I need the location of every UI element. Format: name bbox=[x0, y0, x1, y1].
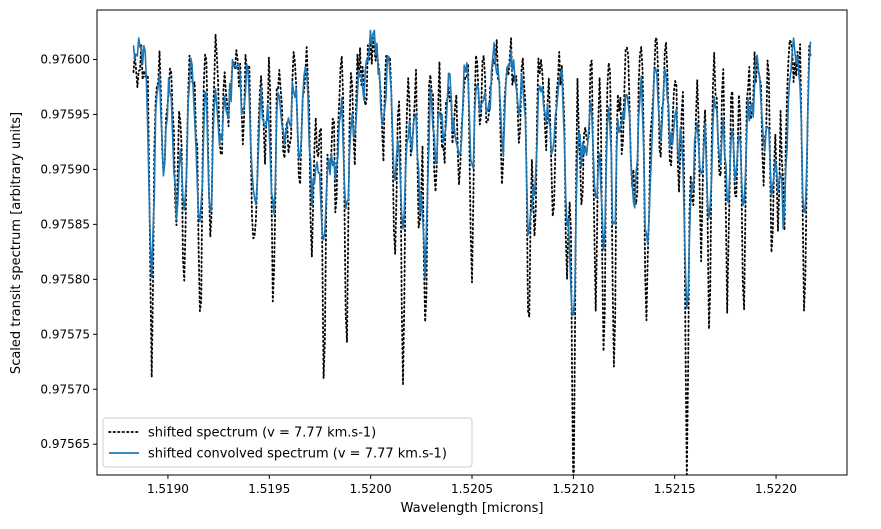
legend-box bbox=[102, 417, 473, 468]
y-tick-label: 0.97575 bbox=[40, 327, 90, 341]
x-tick-label: 1.5215 bbox=[654, 482, 696, 496]
x-axis-ticks: 1.5190 1.5195 1.5200 1.5205 1.5210 1.5215 1.52… bbox=[147, 475, 797, 496]
y-tick-label: 0.97580 bbox=[40, 272, 90, 286]
y-tick-label: 0.97585 bbox=[40, 217, 90, 231]
series-shifted-spectrum-line bbox=[132, 33, 812, 475]
y-tick-label: 0.97595 bbox=[40, 107, 90, 121]
series-layer bbox=[132, 29, 812, 475]
x-tick-label: 1.5190 bbox=[147, 482, 189, 496]
x-axis-label: Wavelength [microns] bbox=[401, 501, 544, 516]
x-tick-label: 1.5205 bbox=[451, 482, 493, 496]
x-tick-label: 1.5200 bbox=[350, 482, 392, 496]
x-tick-label: 1.5195 bbox=[248, 482, 290, 496]
y-tick-label: 0.97565 bbox=[40, 437, 90, 451]
y-axis-ticks: 0.97565 0.97570 0.97575 0.97580 0.97585 0.975… bbox=[40, 52, 97, 451]
y-tick-label: 0.97600 bbox=[40, 52, 90, 66]
x-tick-label: 1.5210 bbox=[552, 482, 594, 496]
series-shifted-convolved-spectrum-line bbox=[132, 29, 812, 317]
x-tick-label: 1.5220 bbox=[755, 482, 797, 496]
legend-label-convolved-spectrum: shifted convolved spectrum (v = 7.77 km.… bbox=[148, 447, 447, 462]
y-tick-label: 0.97570 bbox=[40, 382, 90, 396]
y-axis-label: Scaled transit spectrum [arbitrary units… bbox=[9, 112, 24, 374]
y-tick-label: 0.97590 bbox=[40, 162, 90, 176]
legend-label-shifted-spectrum: shifted spectrum (v = 7.77 km.s-1) bbox=[148, 426, 376, 441]
legend: shifted spectrum (v = 7.77 km.s-1) shift… bbox=[102, 417, 473, 468]
